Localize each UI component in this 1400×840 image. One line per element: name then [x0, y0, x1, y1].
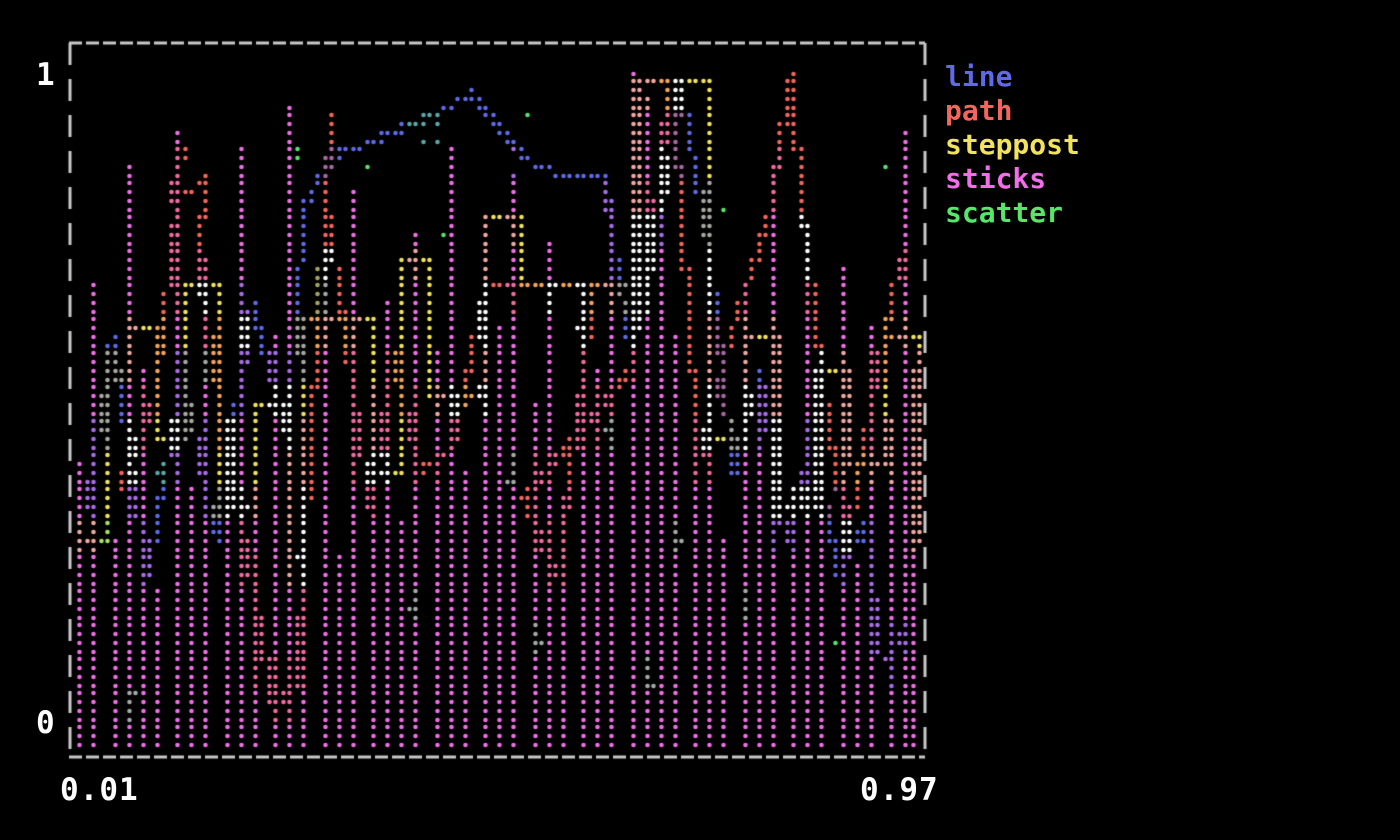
x-axis-tick-right: 0.97 — [860, 772, 939, 808]
y-axis-tick-top: 1 — [36, 57, 56, 93]
legend-item-scatter: scatter — [945, 196, 1064, 229]
legend-item-line: line — [945, 60, 1013, 93]
legend-item-sticks: sticks — [945, 162, 1047, 195]
legend-item-steppost: steppost — [945, 128, 1080, 161]
x-axis-tick-left: 0.01 — [60, 772, 139, 808]
legend-item-path: path — [945, 94, 1013, 127]
y-axis-tick-bottom: 0 — [36, 705, 56, 741]
legend: line path steppost sticks scatter — [945, 60, 1080, 230]
